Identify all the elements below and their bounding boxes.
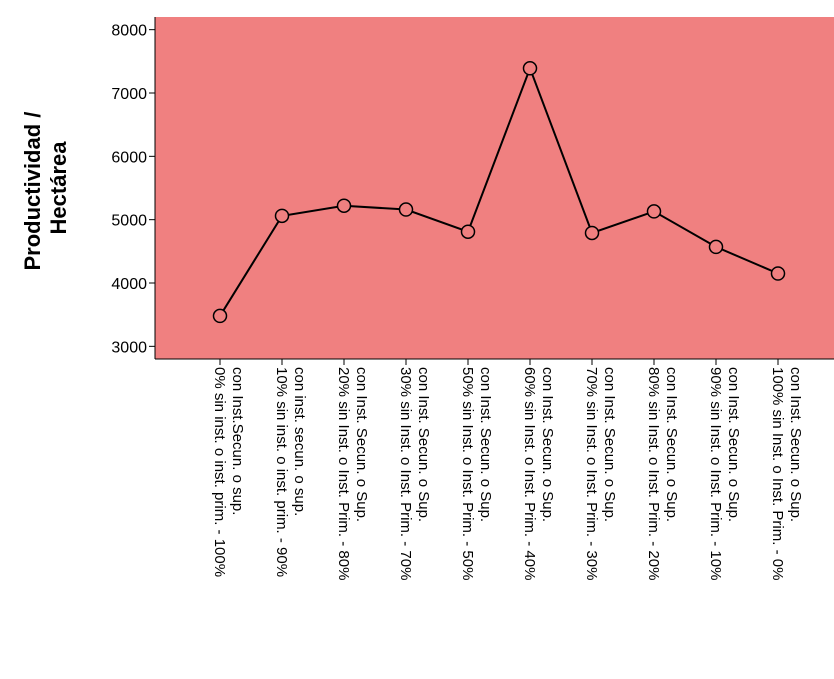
data-point	[646, 204, 662, 219]
x-category-label-line: 70% sin Inst. o Inst. Prim. - 30%	[583, 367, 600, 580]
x-category-label-line: con Inst. Secun. o Sup.	[353, 367, 370, 522]
x-axis-ticks: 0% sin inst. o inst. prim. - 100%con Ins…	[211, 359, 804, 580]
y-axis-ticks: 3000 4000 5000 6000 7000 8000	[111, 23, 155, 356]
y-axis-title-line-2: Hectárea	[46, 141, 71, 235]
x-category-label-line: 50% sin Inst. o Inst. Prim. - 50%	[459, 367, 476, 580]
x-category-label: 10% sin inst. o inst. prim. - 90%con ins…	[273, 367, 308, 577]
x-category-label-line: 0% sin inst. o inst. prim. - 100%	[211, 367, 228, 577]
x-category-label-line: 30% sin Inst. o Inst. Prim. - 70%	[397, 367, 414, 580]
y-tick-label: 5000	[111, 213, 147, 230]
x-category-label-line: con Inst. Secun. o Sup.	[725, 367, 742, 522]
y-tick-label: 3000	[111, 339, 147, 356]
x-category-label: 30% sin Inst. o Inst. Prim. - 70%con Ins…	[397, 367, 432, 580]
data-point	[770, 266, 786, 281]
x-category-label: 70% sin Inst. o Inst. Prim. - 30%con Ins…	[583, 367, 618, 580]
data-point	[522, 61, 538, 76]
x-category-label-line: 10% sin inst. o inst. prim. - 90%	[273, 367, 290, 577]
y-axis-title-line-1: Productividad /	[20, 112, 45, 271]
x-category-label-line: 80% sin Inst. o Inst. Prim. - 20%	[645, 367, 662, 580]
data-point	[336, 198, 352, 213]
x-category-label-line: 90% sin Inst. o Inst. Prim. - 10%	[707, 367, 724, 580]
data-point	[460, 224, 476, 239]
x-category-label-line: con Inst. Secun. o Sup.	[539, 367, 556, 522]
plot-area	[155, 17, 834, 359]
series-line	[219, 65, 779, 317]
x-category-label-line: con Inst.Secun. o sup.	[229, 367, 246, 515]
series-line-group	[219, 65, 779, 317]
y-tick-label: 8000	[111, 23, 147, 40]
x-category-label: 20% sin Inst. o Inst. Prim. - 80%con Ins…	[335, 367, 370, 580]
x-category-label-line: 20% sin Inst. o Inst. Prim. - 80%	[335, 367, 352, 580]
y-tick-label: 4000	[111, 276, 147, 293]
y-axis-title: Productividad / Hectárea	[20, 105, 71, 270]
x-category-label: 50% sin Inst. o Inst. Prim. - 50%con Ins…	[459, 367, 494, 580]
x-category-label-line: con inst. secun. o sup.	[291, 367, 308, 516]
data-point	[584, 225, 600, 241]
x-category-label-line: con Inst. Secun. o Sup.	[787, 367, 804, 522]
series-markers	[212, 61, 786, 324]
data-point	[708, 239, 724, 255]
y-tick-label: 7000	[111, 86, 147, 103]
x-category-label-line: 100% sin Inst. o Inst. Prim. - 0%	[769, 367, 786, 580]
x-category-label: 100% sin Inst. o Inst. Prim. - 0%con Ins…	[769, 367, 804, 580]
x-category-label-line: con Inst. Secun. o Sup.	[415, 367, 432, 522]
x-category-label-line: con Inst. Secun. o Sup.	[663, 367, 680, 522]
data-point	[398, 202, 414, 217]
x-category-label: 60% sin Inst. o Inst. Prim. - 40%con Ins…	[521, 367, 556, 580]
x-category-label: 80% sin Inst. o Inst. Prim. - 20%con Ins…	[645, 367, 680, 580]
x-category-label-line: 60% sin Inst. o Inst. Prim. - 40%	[521, 367, 538, 580]
x-category-label-line: con Inst. Secun. o Sup.	[477, 367, 494, 522]
data-point	[212, 308, 228, 324]
data-point	[274, 208, 290, 224]
x-category-label: 90% sin Inst. o Inst. Prim. - 10%con Ins…	[707, 367, 742, 580]
x-category-label-line: con Inst. Secun. o Sup.	[601, 367, 618, 522]
y-tick-label: 6000	[111, 149, 147, 166]
x-category-label: 0% sin inst. o inst. prim. - 100%con Ins…	[211, 367, 246, 577]
